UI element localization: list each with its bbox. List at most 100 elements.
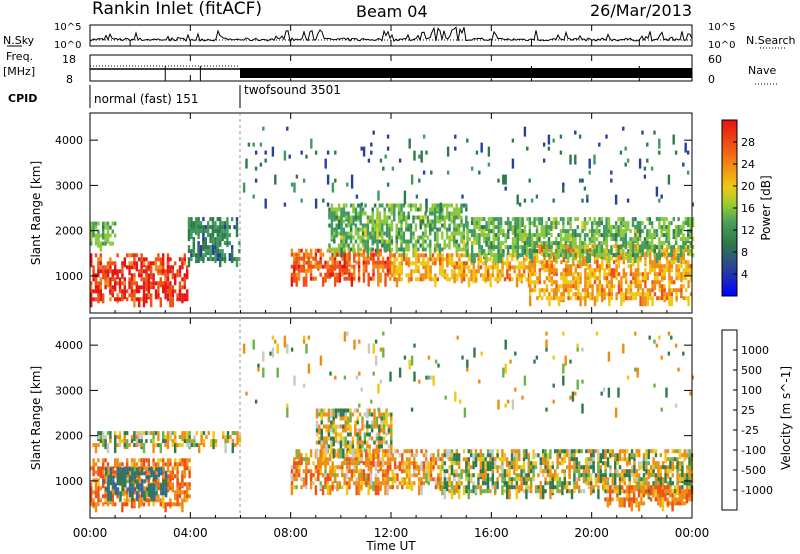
scatter-cell [516, 245, 519, 250]
scatter-cell [338, 481, 342, 486]
scatter-cell [355, 485, 358, 496]
scatter-cell [477, 477, 480, 482]
scatter-cell [317, 264, 320, 269]
scatter-cell [424, 223, 427, 228]
scatter-cell [455, 227, 458, 232]
scatter-cell [467, 277, 471, 288]
scatter-cell [479, 465, 482, 470]
scatter-cell [473, 241, 476, 246]
scatter-cell [624, 229, 627, 234]
scatter-cell [223, 225, 227, 230]
scatter-cell [651, 233, 654, 238]
scatter-cell [477, 481, 480, 486]
scatter-cell [569, 280, 573, 285]
scatter-cell [340, 207, 343, 212]
scatter-cell [661, 501, 665, 512]
scatter-cell [254, 178, 258, 183]
scatter-cell [389, 465, 392, 470]
scatter-cell [431, 223, 434, 228]
scatter-cell [560, 284, 563, 289]
scatter-cell [566, 465, 569, 470]
scatter-cell [195, 221, 198, 226]
scatter-cell [448, 239, 451, 250]
scatter-cell [546, 469, 550, 474]
scatter-cell [446, 261, 449, 266]
scatter-cell [403, 465, 406, 470]
scatter-cell [489, 457, 492, 462]
scatter-cell [681, 501, 684, 506]
scatter-cell [235, 229, 239, 234]
scatter-cell [491, 457, 494, 462]
scatter-cell [441, 489, 444, 494]
scatter-cell [506, 399, 510, 404]
scatter-cell [502, 367, 505, 378]
scatter-cell [477, 473, 480, 478]
scatter-cell [422, 481, 426, 486]
scatter-cell [330, 436, 333, 441]
scatter-cell [545, 347, 548, 352]
scatter-cell [90, 289, 93, 294]
scatter-cell [171, 439, 174, 444]
scatter-cell [681, 489, 684, 500]
scatter-cell [613, 485, 617, 490]
scatter-cell [112, 479, 115, 490]
scatter-cell [557, 241, 560, 246]
scatter-cell [660, 217, 663, 222]
scatter-cell [460, 469, 463, 480]
scatter-cell [553, 256, 556, 261]
scatter-cell [254, 166, 258, 171]
scatter-cell [685, 268, 688, 273]
scatter-cell [436, 207, 439, 212]
scatter-cell [286, 126, 289, 131]
scatter-cell [685, 497, 689, 502]
scatter-cell [626, 449, 629, 454]
scatter-cell [183, 498, 186, 503]
scatter-cell [619, 233, 623, 238]
scatter-cell [511, 277, 514, 282]
scatter-cell [162, 491, 165, 496]
scatter-cell [605, 264, 609, 269]
scatter-cell [94, 233, 98, 238]
scatter-cell [463, 273, 466, 278]
scatter-cell [376, 239, 379, 244]
scatter-cell [271, 146, 275, 157]
scatter-cell [641, 296, 645, 307]
scatter-cell [398, 261, 401, 266]
scatter-cell [166, 277, 170, 282]
scatter-cell [152, 502, 155, 507]
scatter-cell [434, 485, 438, 490]
scatter-cell [466, 359, 469, 370]
scatter-cell [499, 221, 503, 226]
scatter-cell [671, 481, 674, 486]
scatter-cell [138, 487, 141, 492]
scatter-cell [433, 247, 437, 252]
scatter-cell [620, 288, 623, 293]
scatter-cell [309, 268, 313, 273]
scatter-cell [538, 276, 541, 281]
scatter-cell [651, 237, 654, 242]
scatter-cell [126, 487, 129, 492]
scatter-cell [576, 233, 579, 238]
scatter-cell [348, 485, 351, 490]
scatter-cell [335, 215, 338, 220]
scatter-cell [183, 293, 186, 298]
scatter-cell [109, 257, 112, 262]
scatter-cell [617, 229, 620, 234]
scatter-cell [374, 477, 378, 482]
scatter-cell [388, 247, 391, 252]
scatter-cell [462, 203, 466, 208]
scatter-cell [369, 485, 373, 490]
scatter-cell [123, 261, 126, 266]
scatter-cell [596, 256, 599, 261]
scatter-cell [121, 475, 125, 480]
scatter-cell [408, 469, 411, 474]
scatter-cell [427, 273, 430, 278]
scatter-cell [523, 375, 527, 386]
scatter-cell [334, 428, 338, 433]
scatter-cell [473, 253, 476, 264]
scatter-cell [183, 285, 186, 290]
scatter-cell [640, 501, 643, 506]
scatter-cell [662, 477, 665, 482]
scatter-cell [622, 126, 625, 131]
scatter-cell [420, 477, 423, 482]
